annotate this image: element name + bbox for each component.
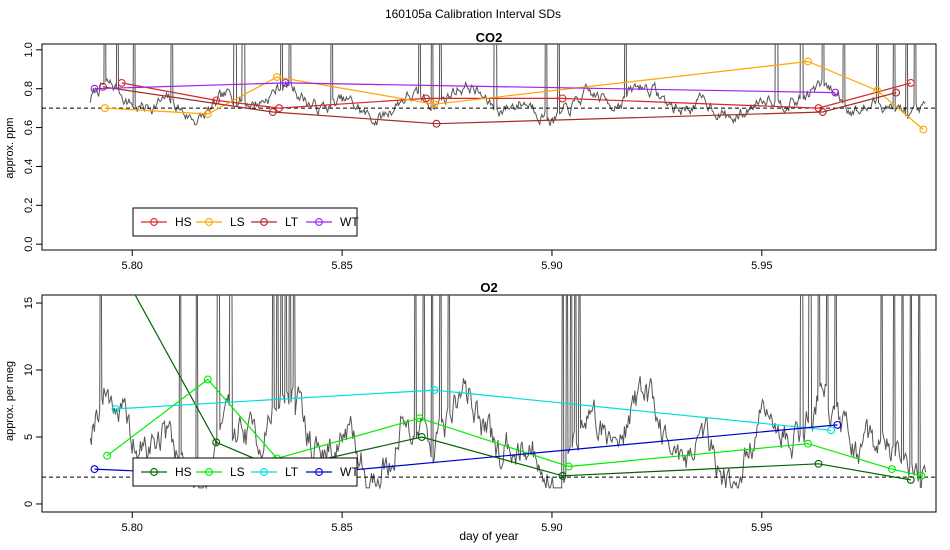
- o2-legend-marker-ls: [205, 468, 213, 476]
- co2-point-wt: [90, 84, 99, 93]
- co2-point-lt: [98, 82, 107, 91]
- o2-y-tick-label: 10: [23, 364, 35, 376]
- o2-legend-label-hs: HS: [175, 465, 192, 479]
- o2-legend-marker-wt: [315, 468, 323, 476]
- co2-x-tick-label: 5.90: [541, 260, 562, 272]
- o2-point-hs: [212, 438, 221, 447]
- o2-series-lt: [111, 386, 836, 435]
- o2-x-tick-label: 5.80: [122, 522, 143, 534]
- co2-point-lt: [818, 108, 827, 116]
- co2-y-tick-label: 0.2: [23, 198, 35, 213]
- co2-series-lt: [98, 82, 901, 128]
- co2-y-tick-label: 0.6: [23, 120, 35, 135]
- co2-panel: CO2 approx. ppm 5.80 5.85 5.90 5.95 0.0 0.2 0.…: [4, 30, 937, 272]
- co2-legend-marker-lt: [260, 218, 268, 226]
- co2-point-hs: [422, 94, 430, 103]
- o2-point-lt: [827, 426, 836, 435]
- co2-x-tick-label: 5.85: [331, 260, 352, 272]
- o2-point-hs: [558, 471, 567, 480]
- co2-point-hs: [558, 94, 567, 103]
- co2-legend-label-lt: LT: [285, 215, 299, 229]
- o2-point-hs: [417, 433, 426, 441]
- co2-point-hs: [814, 104, 823, 113]
- co2-series-line-hs: [121, 82, 911, 109]
- co2-point-lt: [432, 119, 441, 128]
- o2-x-tick-label: 5.95: [751, 522, 772, 534]
- o2-point-wt: [833, 420, 842, 429]
- co2-series-ls: [101, 57, 928, 134]
- o2-point-ls: [564, 462, 573, 471]
- co2-point-ls: [804, 57, 812, 66]
- o2-point-hs: [906, 475, 915, 484]
- co2-point-ls: [873, 86, 882, 95]
- co2-legend-label-wt: WT: [340, 215, 359, 229]
- o2-legend-marker-hs: [150, 468, 158, 476]
- co2-point-ls: [203, 110, 212, 118]
- figure-title: 160105a Calibration Interval SDs: [385, 7, 561, 21]
- co2-legend-label-ls: LS: [230, 215, 245, 229]
- o2-panel-title: O2: [480, 280, 497, 295]
- o2-point-ls: [415, 414, 424, 423]
- o2-series-line-lt: [115, 389, 832, 431]
- o2-point-hs: [814, 459, 823, 468]
- co2-point-lt: [892, 88, 901, 97]
- co2-series-line-lt: [102, 86, 897, 125]
- o2-legend-label-lt: LT: [285, 465, 299, 479]
- co2-point-ls: [430, 100, 439, 109]
- co2-legend-marker-ls: [205, 218, 213, 226]
- co2-point-ls: [919, 125, 928, 134]
- o2-point-ls: [203, 375, 212, 384]
- co2-point-wt: [831, 88, 840, 97]
- co2-series-line-wt: [94, 82, 836, 94]
- co2-legend-label-hs: HS: [175, 215, 192, 229]
- co2-y-tick-label: 0.8: [23, 81, 35, 96]
- co2-x-tick-label: 5.95: [751, 260, 772, 272]
- o2-point-lt: [111, 404, 120, 413]
- co2-point-lt: [268, 108, 277, 116]
- co2-point-hs: [117, 78, 126, 87]
- co2-point-ls: [101, 104, 109, 113]
- co2-y-tick-label: 1.0: [23, 42, 35, 57]
- o2-y-tick-label: 15: [23, 297, 35, 309]
- o2-series-line-ls: [106, 378, 922, 477]
- o2-y-tick-label: 0: [23, 501, 35, 507]
- o2-point-ls: [917, 471, 926, 480]
- o2-point-ls: [103, 451, 112, 460]
- co2-point-wt: [281, 78, 290, 87]
- co2-y-axis-label: approx. ppm: [4, 117, 16, 178]
- co2-point-hs: [906, 78, 915, 87]
- o2-x-tick-label: 5.85: [331, 522, 352, 534]
- o2-legend: HS LS LT WT: [132, 457, 359, 487]
- o2-legend-label-ls: LS: [230, 465, 245, 479]
- co2-x-tick-label: 5.80: [122, 260, 143, 272]
- x-axis-label: day of year: [459, 529, 518, 543]
- o2-legend-label-wt: WT: [340, 465, 359, 479]
- co2-y-tick-label: 0.4: [23, 159, 35, 174]
- o2-series-line-hs: [134, 295, 911, 481]
- o2-legend-marker-lt: [260, 468, 268, 476]
- o2-point-ls: [804, 439, 812, 448]
- o2-point-lt: [430, 386, 439, 395]
- co2-y-tick-label: 0.0: [23, 237, 35, 252]
- o2-point-ls: [887, 465, 896, 474]
- o2-point-wt: [90, 465, 99, 474]
- o2-legend-box: [132, 457, 358, 487]
- co2-legend-marker-wt: [315, 218, 323, 226]
- co2-legend-marker-hs: [150, 218, 158, 226]
- co2-legend: HS LS LT WT: [132, 207, 359, 237]
- o2-panel: O2 approx. per meg 5.80 5.85 5.90 5.95 0 5 10 1…: [4, 280, 937, 534]
- co2-panel-title: CO2: [476, 30, 503, 45]
- co2-point-hs: [275, 104, 284, 113]
- o2-x-tick-label: 5.90: [541, 522, 562, 534]
- o2-y-tick-label: 5: [23, 434, 35, 440]
- co2-series-wt: [90, 78, 840, 97]
- o2-y-axis-label: approx. per meg: [4, 361, 16, 441]
- co2-series-line-ls: [104, 60, 924, 130]
- co2-point-ls: [273, 73, 281, 81]
